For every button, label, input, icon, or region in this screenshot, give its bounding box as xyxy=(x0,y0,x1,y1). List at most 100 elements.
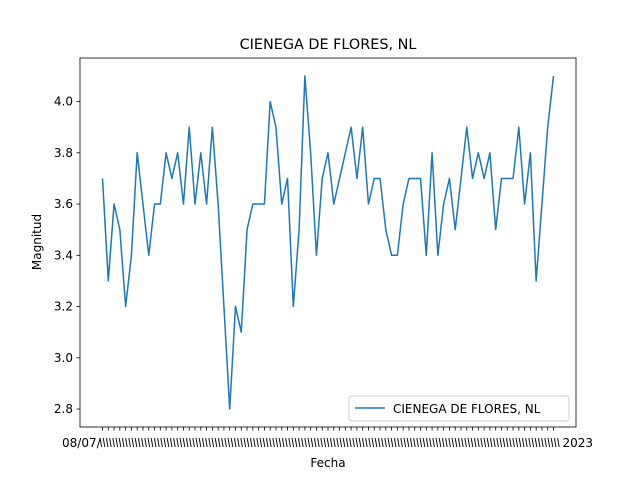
x-tick-label-glyph xyxy=(285,437,288,448)
x-tick-label-glyph xyxy=(435,437,439,448)
data-point xyxy=(391,254,393,256)
data-point xyxy=(437,254,439,256)
x-tick-label-glyph xyxy=(355,437,359,448)
x-tick-label-glyph xyxy=(304,437,307,448)
x-tick-label-glyph xyxy=(169,437,173,448)
data-point xyxy=(200,152,202,154)
x-tick-label-glyph xyxy=(144,437,147,448)
x-tick-label-glyph xyxy=(112,437,115,448)
x-tick-label-glyph xyxy=(288,437,291,448)
x-tick-label-glyph xyxy=(387,437,391,448)
data-point xyxy=(518,126,520,128)
x-tick-label-glyph xyxy=(272,437,275,448)
x-tick-label-glyph xyxy=(496,437,499,448)
x-tick-label-first: 08/07/ xyxy=(62,436,102,450)
data-point xyxy=(315,254,317,256)
x-tick-label-glyph xyxy=(419,437,423,448)
data-point xyxy=(356,177,358,179)
x-tick-label-glyph xyxy=(486,437,490,448)
x-tick-label-glyph xyxy=(406,437,410,448)
data-point xyxy=(234,306,236,308)
x-tick-label-glyph xyxy=(313,437,317,448)
x-tick-label-glyph xyxy=(393,437,397,448)
data-point xyxy=(275,126,277,128)
data-point xyxy=(252,203,254,205)
x-tick-label-glyph xyxy=(137,437,141,448)
x-tick-label-glyph xyxy=(515,437,519,448)
x-tick-label-glyph xyxy=(467,437,471,448)
x-tick-label-glyph xyxy=(173,437,176,448)
x-tick-label-glyph xyxy=(214,437,218,448)
x-tick-label-glyph xyxy=(243,437,247,448)
x-tick-label-glyph xyxy=(125,437,128,448)
x-tick-label-glyph xyxy=(217,437,221,448)
x-tick-label-glyph xyxy=(483,437,487,448)
x-tick-label-glyph xyxy=(301,437,304,448)
x-tick-label-glyph xyxy=(403,437,407,448)
data-point xyxy=(142,203,144,205)
x-tick-label-glyph xyxy=(477,437,480,448)
x-tick-label-glyph xyxy=(176,437,179,448)
data-point xyxy=(327,152,329,154)
data-point xyxy=(529,152,531,154)
x-axis: 08/07/2023 xyxy=(62,427,593,450)
data-point xyxy=(107,280,109,282)
x-tick-label-glyph xyxy=(470,437,474,448)
data-point xyxy=(130,254,132,256)
x-tick-label-glyph xyxy=(195,437,199,448)
y-axis: 2.8 3.0 3.2 3.4 3.6 3.8 4.0 xyxy=(54,95,80,416)
series-layer xyxy=(101,75,555,410)
x-tick-label-glyph xyxy=(397,437,400,448)
data-point xyxy=(125,306,127,308)
x-tick-label-glyph xyxy=(409,437,413,448)
data-point xyxy=(339,177,341,179)
data-point xyxy=(298,229,300,231)
x-tick-label-glyph xyxy=(377,437,381,448)
x-tick-label-glyph xyxy=(454,437,458,448)
data-point xyxy=(310,152,312,154)
x-tick-label-clutter: 08/07/2023 xyxy=(62,436,593,450)
x-tick-label-glyph xyxy=(109,437,112,448)
x-tick-label-glyph xyxy=(339,437,343,448)
x-tick-label-glyph xyxy=(544,437,547,448)
legend-label: CIENEGA DE FLORES, NL xyxy=(393,402,541,416)
data-point xyxy=(177,152,179,154)
x-tick-label-glyph xyxy=(307,437,311,448)
data-point xyxy=(287,177,289,179)
x-tick-label-glyph xyxy=(512,437,515,448)
x-tick-label-glyph xyxy=(422,437,426,448)
data-point xyxy=(414,177,416,179)
x-tick-label-glyph xyxy=(473,437,477,448)
x-tick-label-glyph xyxy=(461,437,464,448)
data-point xyxy=(206,203,208,205)
x-tick-label-glyph xyxy=(432,437,435,448)
x-tick-label-glyph xyxy=(451,437,455,448)
x-tick-label-glyph xyxy=(464,437,467,448)
data-point xyxy=(524,203,526,205)
x-tick-label-glyph xyxy=(345,437,349,448)
x-tick-label-glyph xyxy=(115,437,119,448)
data-point xyxy=(373,177,375,179)
x-tick-label-glyph xyxy=(553,437,557,448)
x-tick-label-glyph xyxy=(294,437,298,448)
x-tick-label-glyph xyxy=(505,437,509,448)
x-tick-label-glyph xyxy=(445,437,448,448)
data-point xyxy=(281,203,283,205)
x-tick-label-glyph xyxy=(150,437,154,448)
x-tick-label-glyph xyxy=(265,437,269,448)
x-tick-label-glyph xyxy=(371,437,375,448)
x-tick-label-glyph xyxy=(269,437,272,448)
y-axis-label: Magnitud xyxy=(30,214,44,270)
data-point xyxy=(472,177,474,179)
x-tick-label-glyph xyxy=(541,437,544,448)
x-tick-label-glyph xyxy=(502,437,506,448)
x-tick-label-glyph xyxy=(384,437,387,448)
x-tick-label-glyph xyxy=(518,437,522,448)
x-tick-label-glyph xyxy=(509,437,512,448)
data-point xyxy=(194,203,196,205)
x-tick-label-glyph xyxy=(166,437,170,448)
x-tick-label-glyph xyxy=(227,437,231,448)
x-tick-label-glyph xyxy=(256,437,259,448)
x-tick-label-glyph xyxy=(118,437,122,448)
x-tick-label-glyph xyxy=(361,437,365,448)
